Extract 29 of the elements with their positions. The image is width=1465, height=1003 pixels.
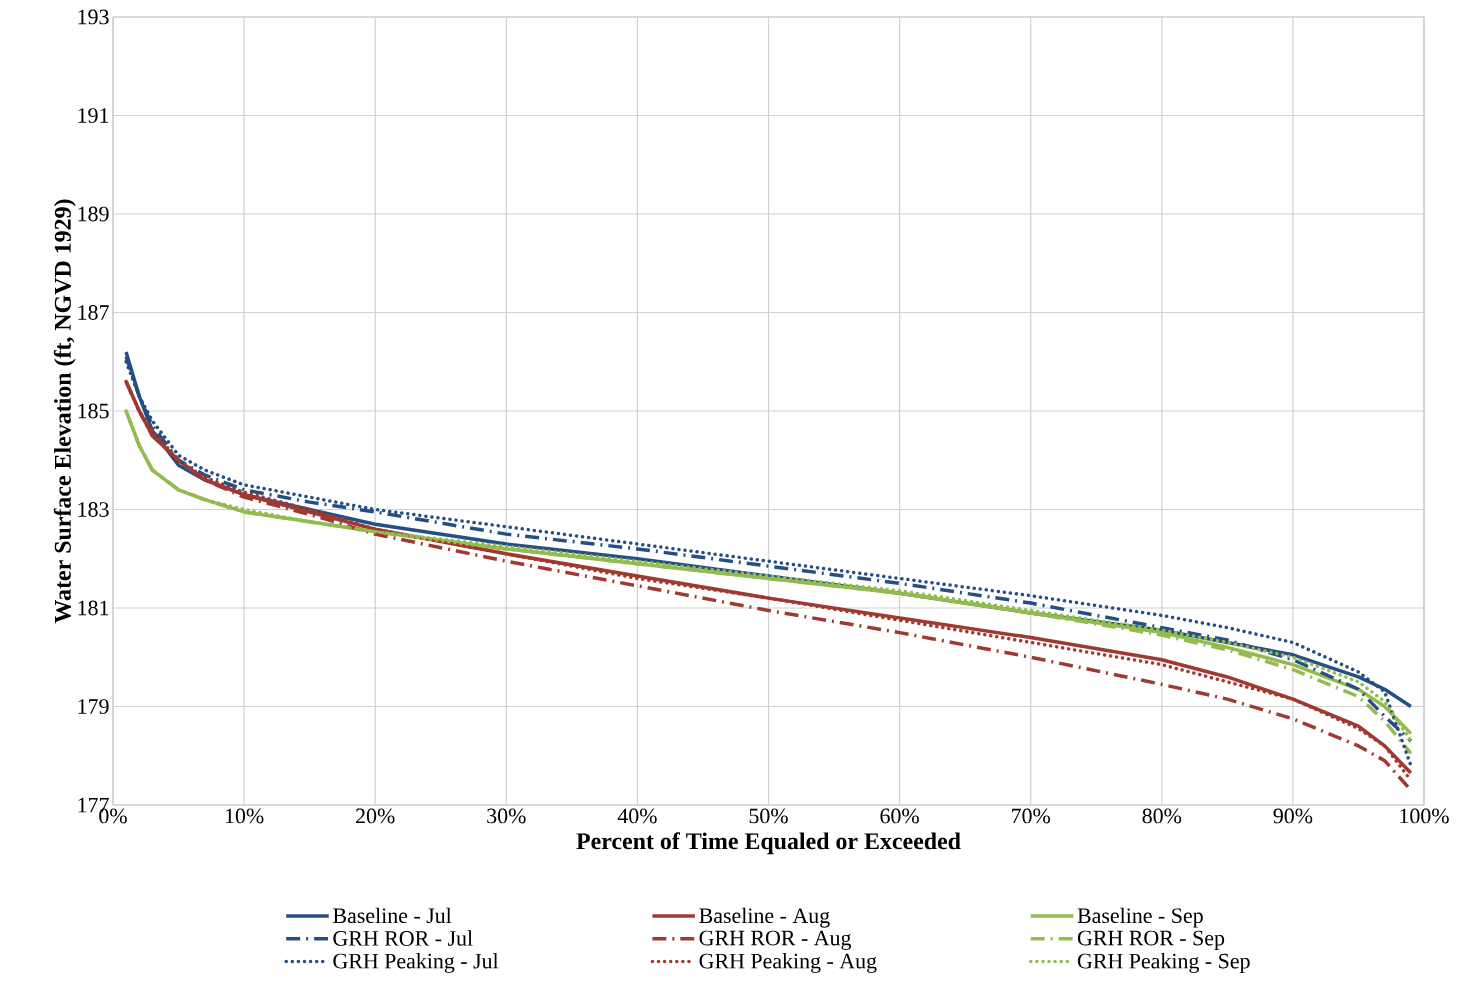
y-axis-title: Water Surface Elevation (ft, NGVD 1929) [53, 199, 76, 624]
x-tick-label: 80% [1142, 808, 1182, 824]
y-tick-label: 183 [78, 502, 109, 517]
legend-label: Baseline - Jul [333, 907, 452, 924]
x-tick-label: 70% [1012, 808, 1051, 824]
x-tick-label: 20% [356, 808, 395, 824]
legend-label: GRH Peaking - Jul [333, 953, 499, 973]
x-axis-title: Percent of Time Equaled or Exceeded [576, 832, 961, 855]
x-tick-label: 50% [749, 808, 788, 824]
y-tick-label: 179 [78, 699, 109, 714]
y-tick-label: 181 [78, 600, 109, 616]
legend-label: GRH Peaking - Sep [1077, 953, 1250, 973]
legend-label: Baseline - Aug [699, 907, 830, 928]
legend-label: GRH ROR - Aug [699, 930, 852, 950]
legend-label: Baseline - Sep [1077, 907, 1203, 928]
x-tick-label: 30% [487, 808, 526, 824]
x-tick-label: 90% [1273, 808, 1313, 824]
y-tick-label: 187 [78, 305, 109, 320]
y-tick-label: 185 [78, 403, 109, 419]
x-tick-label: 10% [225, 808, 264, 824]
x-tick-label: 60% [880, 808, 919, 824]
x-tick-label: 100% [1400, 808, 1449, 824]
y-tick-label: 191 [78, 108, 109, 123]
legend-label: GRH ROR - Jul [333, 930, 473, 946]
legend-label: GRH Peaking - Aug [699, 953, 877, 973]
y-tick-label: 193 [78, 9, 109, 25]
legend-label: GRH ROR - Sep [1077, 930, 1225, 950]
y-tick-label: 189 [78, 206, 109, 222]
x-tick-label: 40% [617, 808, 657, 824]
